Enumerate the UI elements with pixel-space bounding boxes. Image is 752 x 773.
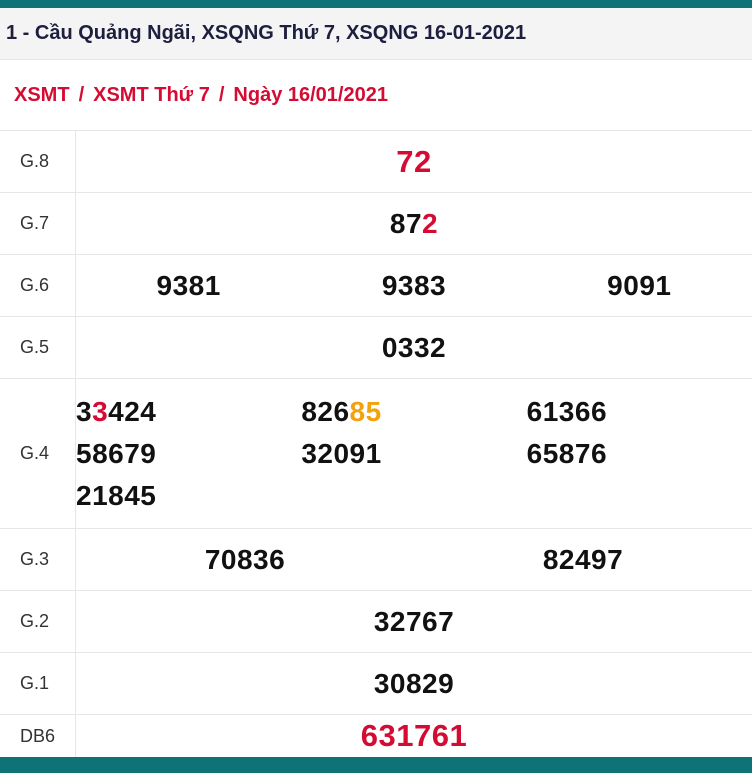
prize-number: 33424 bbox=[76, 395, 157, 427]
table-row-g2: G.2 32767 bbox=[0, 590, 752, 652]
prize-number: 65876 bbox=[526, 437, 608, 469]
prize-number: 82497 bbox=[542, 543, 624, 575]
breadcrumb-separator: / bbox=[218, 83, 225, 106]
table-row-g1: G.1 30829 bbox=[0, 652, 752, 714]
prize-label: G.4 bbox=[0, 379, 76, 528]
table-row-g8: G.8 72 bbox=[0, 130, 752, 192]
prize-number: 32091 bbox=[301, 437, 382, 469]
prize-label: DB6 bbox=[0, 715, 76, 757]
prize-number: 0332 bbox=[381, 331, 447, 363]
prize-label: G.5 bbox=[0, 317, 76, 378]
table-row-g3: G.3 70836 82497 bbox=[0, 528, 752, 590]
prize-number: 70836 bbox=[204, 543, 286, 575]
prize-number: 61366 bbox=[526, 395, 608, 427]
breadcrumb-link-xsmt-thu7[interactable]: XSMT Thứ 7 bbox=[93, 83, 210, 106]
table-row-g7: G.7 872 bbox=[0, 192, 752, 254]
prize-number: 32767 bbox=[373, 605, 455, 637]
prize-label: G.8 bbox=[0, 131, 76, 192]
breadcrumb-link-xsmt[interactable]: XSMT bbox=[14, 83, 70, 106]
prize-label: G.2 bbox=[0, 591, 76, 652]
prize-number: 72 bbox=[396, 143, 432, 179]
page-header: 1 - Cầu Quảng Ngãi, XSQNG Thứ 7, XSQNG 1… bbox=[0, 8, 752, 60]
prize-label: G.6 bbox=[0, 255, 76, 316]
prize-number: 21845 bbox=[76, 479, 157, 511]
table-row-g4: G.4 33424 82685 61366 58679 32091 65876 … bbox=[0, 378, 752, 528]
prize-label: G.7 bbox=[0, 193, 76, 254]
prize-number: 82685 bbox=[301, 395, 382, 427]
bottom-accent-bar bbox=[0, 757, 752, 773]
breadcrumb-link-date[interactable]: Ngày 16/01/2021 bbox=[233, 83, 388, 106]
table-row-db6: DB6 631761 bbox=[0, 714, 752, 757]
prize-label: G.3 bbox=[0, 529, 76, 590]
prize-number: 9383 bbox=[381, 269, 447, 301]
prize-label: G.1 bbox=[0, 653, 76, 714]
breadcrumb: XSMT / XSMT Thứ 7 / Ngày 16/01/2021 bbox=[0, 60, 752, 130]
table-row-g6: G.6 9381 9383 9091 bbox=[0, 254, 752, 316]
table-row-g5: G.5 0332 bbox=[0, 316, 752, 378]
prize-number: 872 bbox=[389, 207, 439, 239]
prize-number: 9381 bbox=[156, 269, 221, 301]
prize-number: 631761 bbox=[360, 718, 468, 753]
page-title: 1 - Cầu Quảng Ngãi, XSQNG Thứ 7, XSQNG 1… bbox=[6, 22, 527, 44]
breadcrumb-separator: / bbox=[78, 83, 85, 106]
prize-number: 58679 bbox=[76, 437, 157, 469]
prize-number: 9091 bbox=[607, 269, 672, 301]
top-accent-bar bbox=[0, 0, 752, 8]
prize-number: 30829 bbox=[373, 667, 455, 699]
